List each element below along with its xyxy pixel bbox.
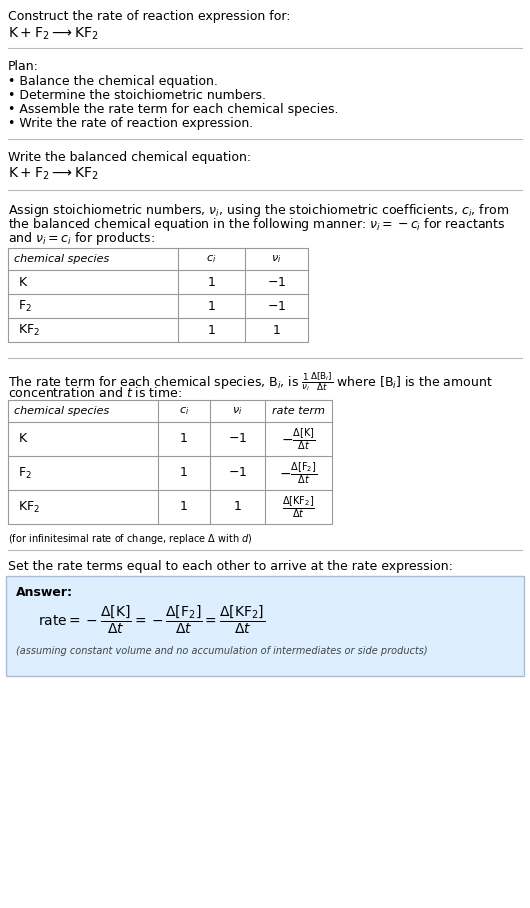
- FancyBboxPatch shape: [6, 576, 524, 676]
- Text: (assuming constant volume and no accumulation of intermediates or side products): (assuming constant volume and no accumul…: [16, 646, 428, 656]
- Text: $-\frac{\Delta[\mathrm{K}]}{\Delta t}$: $-\frac{\Delta[\mathrm{K}]}{\Delta t}$: [281, 426, 315, 452]
- Bar: [8, 248, 308, 342]
- Text: chemical species: chemical species: [14, 254, 109, 264]
- Text: • Write the rate of reaction expression.: • Write the rate of reaction expression.: [8, 117, 253, 130]
- Text: $-1$: $-1$: [228, 467, 247, 479]
- Text: $1$: $1$: [233, 500, 242, 514]
- Text: the balanced chemical equation in the following manner: $\nu_i = -c_i$ for react: the balanced chemical equation in the fo…: [8, 216, 506, 233]
- Text: Plan:: Plan:: [8, 60, 39, 73]
- Text: rate term: rate term: [272, 406, 325, 416]
- Text: $\mathrm{rate} = -\dfrac{\Delta[\mathrm{K}]}{\Delta t} = -\dfrac{\Delta[\mathrm{: $\mathrm{rate} = -\dfrac{\Delta[\mathrm{…: [38, 604, 266, 637]
- Text: 1: 1: [208, 300, 215, 312]
- Bar: [8, 400, 332, 524]
- Text: The rate term for each chemical species, $\mathrm{B}_i$, is $\frac{1}{\nu_i}\fra: The rate term for each chemical species,…: [8, 370, 493, 393]
- Text: $\mathrm{KF_2}$: $\mathrm{KF_2}$: [18, 499, 40, 515]
- Text: $\nu_i$: $\nu_i$: [271, 253, 281, 265]
- Text: Assign stoichiometric numbers, $\nu_i$, using the stoichiometric coefficients, $: Assign stoichiometric numbers, $\nu_i$, …: [8, 202, 509, 219]
- Text: • Assemble the rate term for each chemical species.: • Assemble the rate term for each chemic…: [8, 103, 339, 116]
- Text: 1: 1: [180, 467, 188, 479]
- Text: 1: 1: [180, 500, 188, 514]
- Text: $-1$: $-1$: [228, 432, 247, 446]
- Text: $-1$: $-1$: [267, 300, 286, 312]
- Text: $\mathrm{K}$: $\mathrm{K}$: [18, 275, 29, 289]
- Text: 1: 1: [208, 275, 215, 289]
- Text: Construct the rate of reaction expression for:: Construct the rate of reaction expressio…: [8, 10, 290, 23]
- Text: $c_i$: $c_i$: [179, 405, 189, 417]
- Text: • Determine the stoichiometric numbers.: • Determine the stoichiometric numbers.: [8, 89, 266, 102]
- Text: Set the rate terms equal to each other to arrive at the rate expression:: Set the rate terms equal to each other t…: [8, 560, 453, 573]
- Text: and $\nu_i = c_i$ for products:: and $\nu_i = c_i$ for products:: [8, 230, 155, 247]
- Text: chemical species: chemical species: [14, 406, 109, 416]
- Text: 1: 1: [208, 323, 215, 337]
- Text: Answer:: Answer:: [16, 586, 73, 599]
- Text: $\nu_i$: $\nu_i$: [232, 405, 243, 417]
- Text: $\mathrm{F_2}$: $\mathrm{F_2}$: [18, 299, 32, 313]
- Text: $-\frac{\Delta[\mathrm{F_2}]}{\Delta t}$: $-\frac{\Delta[\mathrm{F_2}]}{\Delta t}$: [279, 460, 317, 486]
- Text: $\mathrm{K}$: $\mathrm{K}$: [18, 432, 29, 446]
- Text: $\frac{\Delta[\mathrm{KF_2}]}{\Delta t}$: $\frac{\Delta[\mathrm{KF_2}]}{\Delta t}$: [282, 494, 315, 520]
- Text: $\mathrm{K + F_2 \longrightarrow KF_2}$: $\mathrm{K + F_2 \longrightarrow KF_2}$: [8, 26, 99, 43]
- Text: $-1$: $-1$: [267, 275, 286, 289]
- Text: $\mathrm{F_2}$: $\mathrm{F_2}$: [18, 466, 32, 480]
- Text: concentration and $t$ is time:: concentration and $t$ is time:: [8, 386, 182, 400]
- Text: Write the balanced chemical equation:: Write the balanced chemical equation:: [8, 151, 251, 164]
- Text: $1$: $1$: [272, 323, 281, 337]
- Text: $\mathrm{K + F_2 \longrightarrow KF_2}$: $\mathrm{K + F_2 \longrightarrow KF_2}$: [8, 166, 99, 183]
- Text: • Balance the chemical equation.: • Balance the chemical equation.: [8, 75, 218, 88]
- Text: 1: 1: [180, 432, 188, 446]
- Text: (for infinitesimal rate of change, replace $\Delta$ with $d$): (for infinitesimal rate of change, repla…: [8, 532, 253, 546]
- Text: $c_i$: $c_i$: [206, 253, 217, 265]
- Text: $\mathrm{KF_2}$: $\mathrm{KF_2}$: [18, 322, 40, 338]
